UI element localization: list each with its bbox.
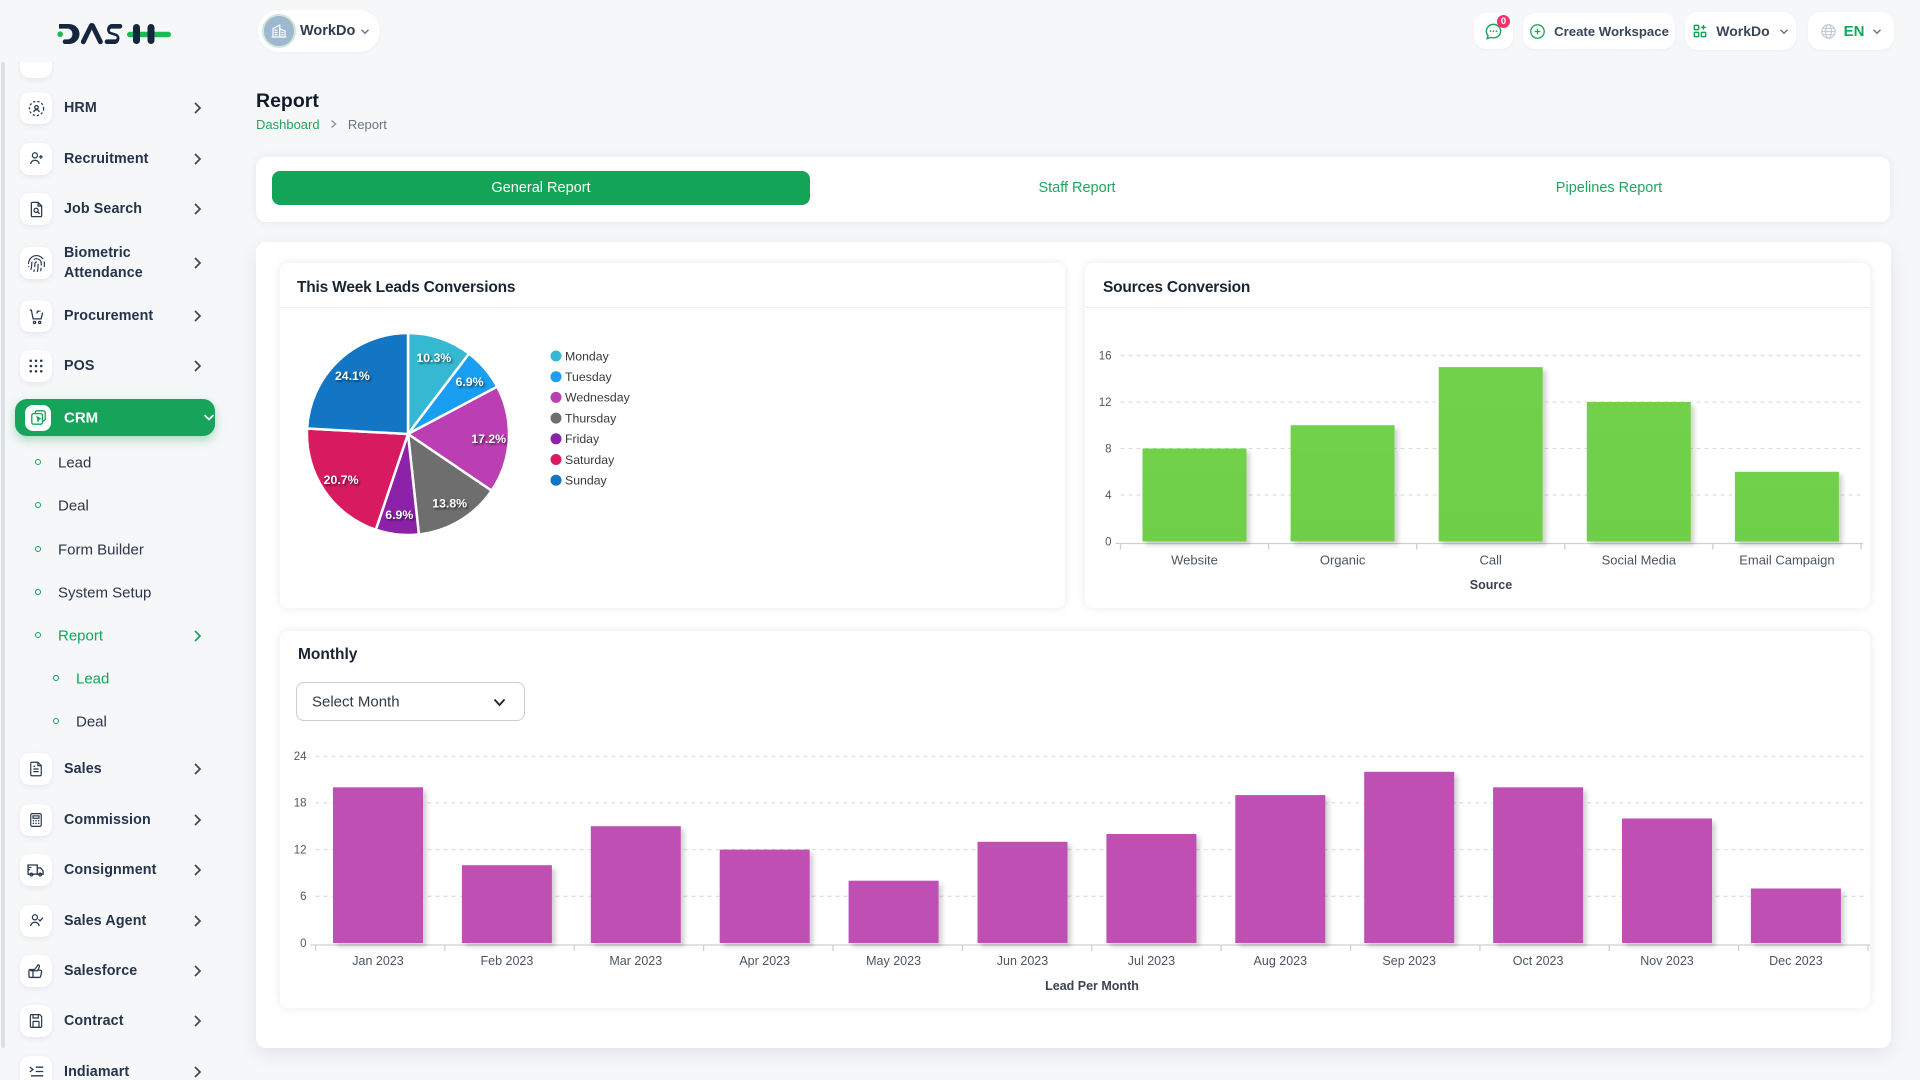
svg-text:12: 12	[294, 844, 307, 856]
svg-text:8: 8	[1105, 443, 1111, 455]
svg-text:10.3%: 10.3%	[416, 351, 451, 365]
svg-text:12: 12	[1099, 397, 1112, 409]
svg-text:17.2%: 17.2%	[471, 432, 506, 446]
svg-text:Sunday: Sunday	[565, 474, 608, 488]
svg-text:6.9%: 6.9%	[385, 508, 413, 522]
svg-text:Jan 2023: Jan 2023	[352, 954, 403, 968]
svg-text:Wednesday: Wednesday	[565, 391, 631, 405]
svg-text:Feb 2023: Feb 2023	[480, 954, 533, 968]
svg-text:Mar 2023: Mar 2023	[609, 954, 662, 968]
svg-text:Call: Call	[1479, 553, 1502, 568]
svg-text:13.8%: 13.8%	[432, 497, 467, 511]
svg-text:Nov 2023: Nov 2023	[1640, 954, 1694, 968]
svg-text:Social Media: Social Media	[1602, 553, 1677, 568]
svg-text:0: 0	[1105, 536, 1111, 548]
svg-text:Monday: Monday	[565, 349, 610, 363]
svg-text:Apr 2023: Apr 2023	[739, 954, 790, 968]
svg-text:24: 24	[294, 751, 307, 763]
svg-text:4: 4	[1105, 490, 1112, 502]
svg-text:6.9%: 6.9%	[456, 375, 484, 389]
svg-text:Lead Per Month: Lead Per Month	[1045, 979, 1139, 993]
svg-text:Aug 2023: Aug 2023	[1254, 954, 1308, 968]
svg-text:Friday: Friday	[565, 432, 600, 446]
svg-text:20.7%: 20.7%	[324, 473, 359, 487]
svg-text:Email Campaign: Email Campaign	[1739, 553, 1834, 568]
svg-text:May 2023: May 2023	[866, 954, 921, 968]
svg-text:Organic: Organic	[1320, 553, 1366, 568]
svg-text:Jun 2023: Jun 2023	[997, 954, 1048, 968]
svg-text:Source: Source	[1470, 578, 1512, 592]
svg-text:24.1%: 24.1%	[335, 369, 370, 383]
svg-text:Website: Website	[1171, 553, 1218, 568]
svg-text:16: 16	[1099, 350, 1112, 362]
svg-text:Sep 2023: Sep 2023	[1382, 954, 1436, 968]
svg-text:Oct 2023: Oct 2023	[1513, 954, 1564, 968]
svg-text:Tuesday: Tuesday	[565, 370, 613, 384]
svg-text:0: 0	[300, 938, 306, 950]
svg-text:Thursday: Thursday	[565, 411, 617, 425]
svg-text:Jul 2023: Jul 2023	[1128, 954, 1175, 968]
svg-text:18: 18	[294, 798, 307, 810]
svg-text:6: 6	[300, 891, 306, 903]
svg-text:Saturday: Saturday	[565, 453, 615, 467]
svg-text:Dec 2023: Dec 2023	[1769, 954, 1823, 968]
